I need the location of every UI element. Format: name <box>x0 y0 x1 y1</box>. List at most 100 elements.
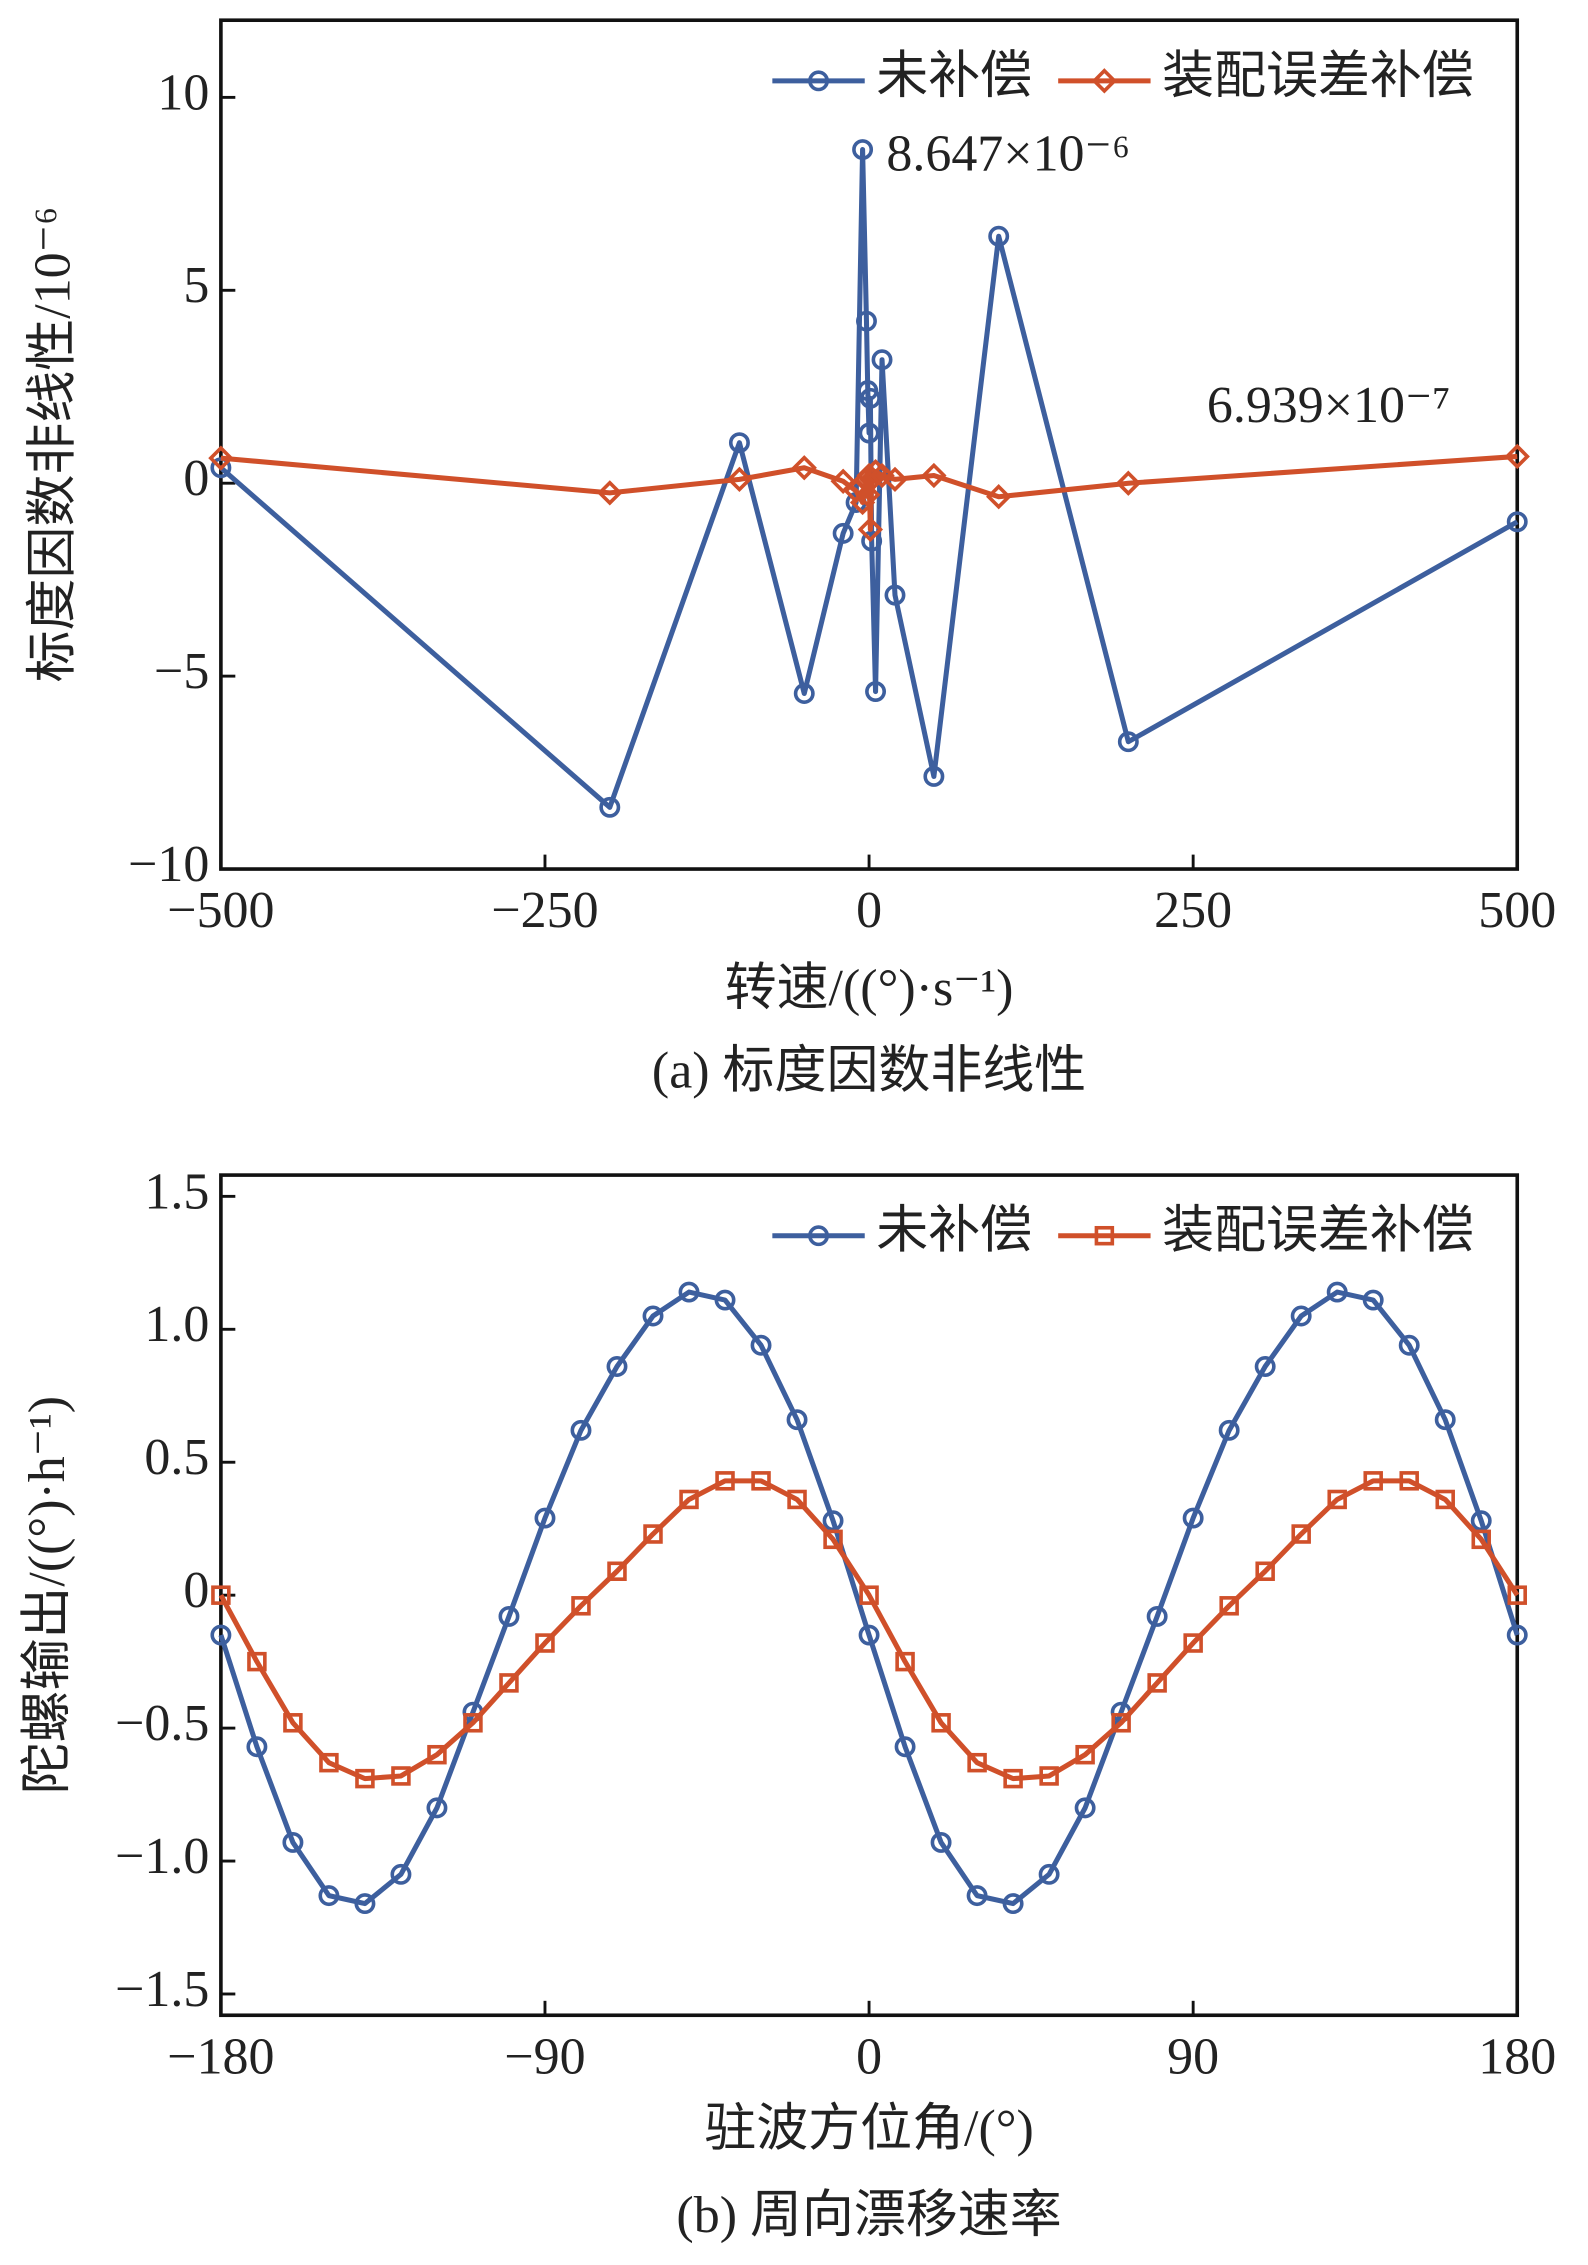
marker <box>1435 1489 1455 1510</box>
legend-label: 未补偿 <box>876 48 1032 105</box>
marker <box>1002 1893 1024 1915</box>
y-tick-label: 10 <box>157 64 209 121</box>
marker <box>318 1885 340 1907</box>
marker <box>426 1797 448 1819</box>
x-tick-label: −90 <box>504 2028 585 2085</box>
marker <box>861 530 883 552</box>
marker <box>1218 1419 1240 1441</box>
legend-label: 装配误差补偿 <box>1162 48 1474 105</box>
marker <box>859 466 885 493</box>
marker <box>1507 1585 1527 1605</box>
marker <box>534 1507 556 1529</box>
marker <box>355 1768 375 1789</box>
marker <box>607 1561 627 1581</box>
marker <box>715 1471 735 1491</box>
marker <box>1255 1561 1275 1581</box>
marker <box>859 1585 879 1605</box>
marker <box>967 1752 987 1773</box>
marker <box>1146 1605 1168 1627</box>
marker <box>894 1736 916 1758</box>
x-tick-label: 180 <box>1478 2028 1556 2085</box>
y-tick-label: 1.5 <box>144 1163 209 1220</box>
marker <box>1219 1596 1239 1616</box>
marker <box>895 1651 915 1672</box>
x-tick-label: 250 <box>1154 882 1232 939</box>
marker <box>1039 1766 1059 1786</box>
marker <box>571 1596 591 1616</box>
marker <box>1038 1863 1060 1885</box>
legend-label: 装配误差补偿 <box>1162 1203 1474 1260</box>
marker <box>787 1489 807 1510</box>
marker <box>931 1713 951 1733</box>
marker <box>211 1585 231 1605</box>
marker <box>849 489 876 516</box>
marker <box>390 1863 412 1885</box>
marker <box>882 466 908 493</box>
marker <box>427 1744 447 1765</box>
marker <box>1504 443 1530 470</box>
marker <box>1117 731 1139 753</box>
y-tick-label: −1.0 <box>115 1828 209 1885</box>
y-tick-label: −1.5 <box>115 1961 209 2018</box>
marker <box>865 681 887 703</box>
marker <box>1254 1356 1276 1377</box>
marker <box>1326 1281 1348 1303</box>
marker <box>1327 1489 1347 1510</box>
marker <box>858 422 880 444</box>
marker <box>855 482 881 508</box>
marker <box>859 387 881 409</box>
marker <box>852 139 874 161</box>
marker <box>1362 1289 1384 1311</box>
y-tick-label: 0 <box>183 1562 209 1619</box>
marker <box>1470 1510 1492 1532</box>
legend-marker <box>808 1225 830 1247</box>
marker <box>830 468 856 494</box>
marker <box>857 516 884 543</box>
legend: 未补偿 装配误差补偿 <box>772 48 1474 105</box>
marker <box>921 462 947 489</box>
marker <box>1183 1633 1203 1653</box>
x-axis-label: 驻波方位角/(°) <box>704 2101 1034 2158</box>
marker <box>208 445 234 471</box>
marker <box>499 1673 519 1693</box>
marker <box>1434 1409 1456 1431</box>
y-axis-label: 陀螺输出/((°)·h⁻¹) <box>19 1396 76 1795</box>
x-tick-label: −250 <box>491 882 598 939</box>
marker <box>1291 1524 1311 1544</box>
marker <box>283 1713 303 1733</box>
series-line <box>219 147 1519 810</box>
x-tick-label: 0 <box>856 882 882 939</box>
marker <box>678 1281 700 1303</box>
y-tick-label: −0.5 <box>115 1695 209 1752</box>
marker <box>793 683 815 704</box>
marker <box>1506 1624 1528 1646</box>
marker <box>643 1524 663 1544</box>
marker <box>679 1489 699 1510</box>
marker <box>535 1633 555 1653</box>
marker <box>282 1831 304 1853</box>
marker <box>319 1752 339 1773</box>
marker <box>1399 1471 1419 1491</box>
annotation: 6.939×10⁻⁷ <box>1207 377 1451 434</box>
legend-marker <box>1094 1225 1115 1246</box>
marker <box>599 796 621 818</box>
marker <box>1182 1507 1204 1529</box>
marker <box>1471 1529 1491 1550</box>
y-tick-label: −10 <box>128 836 209 893</box>
caption: (a) 标度因数非线性 <box>652 1042 1086 1099</box>
marker <box>1074 1797 1096 1819</box>
y-tick-label: −5 <box>154 643 209 700</box>
marker <box>1003 1768 1023 1789</box>
marker <box>1398 1334 1420 1356</box>
marker <box>210 1624 232 1646</box>
marker <box>246 1736 268 1758</box>
marker <box>862 458 889 485</box>
annotation: 8.647×10⁻⁶ <box>886 126 1130 183</box>
y-tick-label: 1.0 <box>144 1296 209 1353</box>
marker <box>988 225 1010 247</box>
marker <box>856 310 877 332</box>
marker <box>1506 511 1528 533</box>
marker <box>869 462 895 489</box>
legend-marker <box>1091 68 1118 94</box>
